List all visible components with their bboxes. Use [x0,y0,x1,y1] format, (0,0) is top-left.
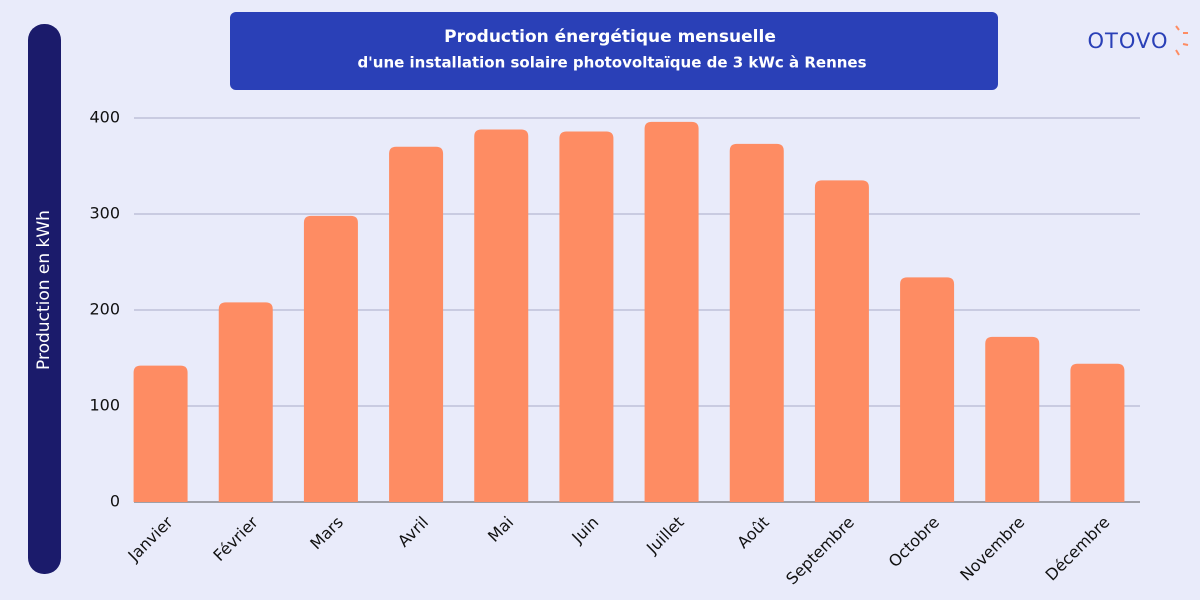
logo: OTOVO [1087,25,1189,56]
y-tick-label: 300 [89,204,120,223]
chart-title: Production énergétique mensuelle [444,27,776,47]
bar [900,277,955,502]
y-tick-label: 400 [89,108,120,127]
bar [218,302,273,502]
y-tick-label: 100 [89,396,120,415]
y-label-panel [28,24,61,574]
bar [729,143,784,503]
bar [1070,363,1125,502]
bar [133,365,188,502]
bar [303,215,358,503]
y-tick-label: 0 [110,492,120,511]
title-panel [230,12,998,90]
chart-subtitle: d'une installation solaire photovoltaïqu… [357,54,866,72]
logo-rays [1175,25,1189,56]
bar [644,121,699,502]
bar [474,129,529,502]
y-tick-label: 200 [89,300,120,319]
y-axis-label: Production en kWh [34,210,54,370]
bar [559,131,614,502]
logo-text: OTOVO [1087,29,1168,53]
bar [985,336,1040,502]
bar [389,146,444,503]
bar [814,180,869,502]
